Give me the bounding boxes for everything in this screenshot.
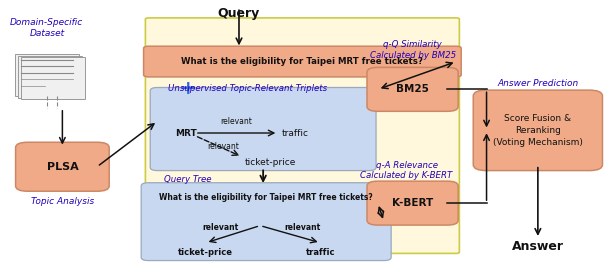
FancyBboxPatch shape (150, 88, 376, 171)
Text: Query: Query (218, 7, 260, 20)
FancyBboxPatch shape (141, 183, 391, 260)
FancyBboxPatch shape (18, 56, 81, 98)
Text: K-BERT: K-BERT (392, 198, 434, 208)
Text: BM25: BM25 (396, 84, 429, 94)
Text: Answer: Answer (512, 240, 564, 253)
Text: MRT: MRT (176, 128, 198, 138)
Text: Score Fusion &
Reranking
(Voting Mechanism): Score Fusion & Reranking (Voting Mechani… (493, 114, 583, 147)
Text: traffic: traffic (282, 128, 308, 138)
FancyBboxPatch shape (15, 55, 78, 96)
FancyBboxPatch shape (145, 18, 460, 253)
Text: What is the eligibility for Taipei MRT free tickets?: What is the eligibility for Taipei MRT f… (159, 193, 373, 202)
FancyBboxPatch shape (473, 90, 603, 171)
Text: ticket-price: ticket-price (245, 158, 297, 167)
Text: Domain-Specific
Dataset: Domain-Specific Dataset (10, 18, 83, 38)
Text: Unsupervised Topic-Relevant Triplets: Unsupervised Topic-Relevant Triplets (168, 84, 328, 93)
Text: q-A Relevance
Calculated by K-BERT: q-A Relevance Calculated by K-BERT (361, 161, 453, 180)
Text: PLSA: PLSA (46, 162, 78, 172)
Text: +: + (179, 78, 196, 98)
Text: traffic: traffic (306, 248, 335, 257)
Text: Query Tree: Query Tree (164, 175, 212, 184)
Text: Answer Prediction: Answer Prediction (497, 79, 578, 88)
FancyBboxPatch shape (21, 57, 85, 99)
FancyBboxPatch shape (367, 181, 458, 225)
FancyBboxPatch shape (16, 142, 109, 191)
Text: relevant: relevant (285, 223, 320, 232)
Text: Topic Analysis: Topic Analysis (31, 197, 94, 206)
Text: relevant: relevant (202, 223, 239, 232)
Text: What is the eligibility for Taipei MRT free tickets?: What is the eligibility for Taipei MRT f… (181, 57, 423, 66)
Text: relevant: relevant (207, 142, 239, 151)
FancyBboxPatch shape (367, 67, 458, 111)
Text: q-Q Similarity
Calculated by BM25: q-Q Similarity Calculated by BM25 (370, 40, 455, 60)
Text: relevant: relevant (221, 117, 252, 126)
Text: ticket-price: ticket-price (178, 248, 233, 257)
FancyBboxPatch shape (143, 46, 461, 77)
